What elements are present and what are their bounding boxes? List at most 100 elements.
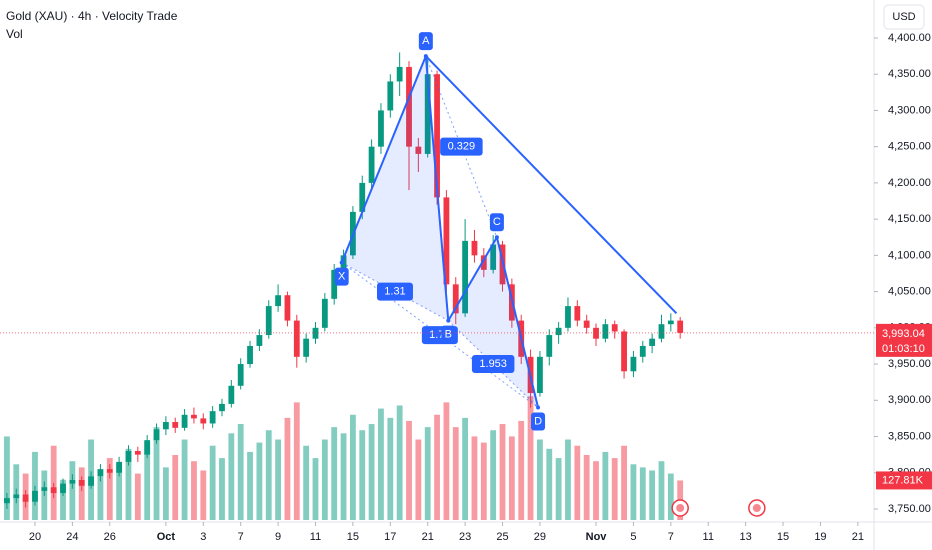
volume-bar bbox=[387, 417, 394, 520]
x-tick-label: 21 bbox=[422, 531, 434, 543]
volume-bar bbox=[162, 467, 169, 520]
last-price-box bbox=[876, 323, 932, 357]
point-box bbox=[334, 267, 349, 286]
volume-bar bbox=[256, 442, 263, 520]
volume-bar bbox=[144, 442, 151, 520]
candle-body bbox=[546, 335, 553, 357]
candle-body bbox=[639, 345, 646, 357]
x-tick-label: 24 bbox=[66, 531, 78, 543]
volume-bar bbox=[200, 470, 207, 520]
pattern-leg bbox=[447, 236, 498, 322]
ratio-box bbox=[471, 355, 515, 374]
volume-bar bbox=[50, 445, 57, 520]
currency-button[interactable] bbox=[883, 4, 925, 30]
candle-body bbox=[293, 320, 300, 357]
x-tick-label: Nov bbox=[586, 531, 608, 543]
volume-bar bbox=[499, 424, 506, 520]
volume-bar bbox=[378, 408, 384, 520]
volume-bar bbox=[396, 405, 403, 520]
pattern-point bbox=[339, 260, 344, 265]
x-tick-label: 20 bbox=[29, 531, 41, 543]
volume-bar bbox=[191, 461, 197, 520]
candle-body bbox=[583, 320, 590, 328]
candle-body bbox=[611, 324, 618, 332]
candle-body bbox=[396, 66, 403, 82]
candle-body bbox=[153, 429, 160, 441]
x-tick-label: 15 bbox=[777, 531, 789, 543]
x-tick-label: 3 bbox=[200, 531, 206, 543]
candle-body bbox=[125, 451, 132, 462]
volume-bar bbox=[97, 476, 104, 520]
candle-body bbox=[415, 146, 422, 154]
volume-bar bbox=[593, 461, 599, 520]
candle-body bbox=[378, 110, 384, 147]
volume-bar bbox=[209, 445, 216, 520]
candle-body bbox=[424, 74, 431, 154]
pattern-point bbox=[446, 318, 451, 323]
candle-body bbox=[667, 320, 674, 325]
x-tick-label: 17 bbox=[384, 531, 396, 543]
candle-body bbox=[106, 469, 113, 473]
candle-body bbox=[621, 331, 627, 372]
x-tick-label: 25 bbox=[496, 531, 508, 543]
volume-bar bbox=[116, 464, 123, 520]
chart-title: Gold (XAU) · 4h · Velocity Trade bbox=[6, 9, 178, 23]
candle-body bbox=[181, 414, 188, 428]
candle-body bbox=[593, 327, 599, 339]
x-tick-label: 7 bbox=[668, 531, 674, 543]
volume-bar bbox=[125, 448, 132, 520]
volume-bar bbox=[406, 420, 412, 520]
volume-bar bbox=[621, 445, 627, 520]
volume-bar bbox=[518, 420, 525, 520]
volume-bar bbox=[555, 458, 562, 520]
candle-body bbox=[60, 483, 66, 494]
ratio-label: 0.329 bbox=[448, 141, 476, 153]
x-tick-label: 13 bbox=[740, 531, 752, 543]
volume-bar bbox=[508, 436, 515, 520]
volume-bar bbox=[368, 424, 375, 520]
candle-body bbox=[228, 385, 235, 404]
candle-body bbox=[331, 269, 338, 299]
candle-body bbox=[265, 306, 272, 336]
point-box bbox=[489, 213, 504, 232]
candle-body bbox=[649, 338, 656, 346]
candle-body bbox=[406, 66, 412, 147]
volume-bar bbox=[462, 417, 469, 520]
candle-body bbox=[321, 298, 328, 328]
candle-body bbox=[78, 480, 85, 486]
candle-body bbox=[237, 364, 244, 386]
candle-body bbox=[490, 244, 497, 270]
volume-bar bbox=[275, 439, 281, 520]
volume-bar bbox=[69, 461, 76, 520]
ratio-line bbox=[447, 320, 539, 408]
y-tick-label: 3,900.00 bbox=[888, 394, 931, 406]
candle-body bbox=[191, 414, 197, 419]
volume-bar bbox=[527, 396, 534, 520]
volume-bar bbox=[312, 458, 319, 520]
candle-body bbox=[162, 422, 169, 430]
candle-body bbox=[256, 335, 263, 346]
candle-body bbox=[387, 81, 394, 111]
y-tick-label: 4,200.00 bbox=[888, 177, 931, 189]
candle-body bbox=[32, 490, 38, 502]
x-tick-label: 19 bbox=[814, 531, 826, 543]
volume-title: Vol bbox=[6, 27, 23, 41]
y-tick-label: 4,250.00 bbox=[888, 141, 931, 153]
volume-bar bbox=[583, 455, 590, 520]
candle-body bbox=[434, 74, 440, 198]
y-tick-label: 4,150.00 bbox=[888, 213, 931, 225]
trendline bbox=[425, 55, 678, 315]
pattern-leg bbox=[340, 55, 427, 263]
point-box bbox=[531, 412, 546, 431]
pattern-leg bbox=[424, 56, 450, 321]
y-tick-label: 3,950.00 bbox=[888, 358, 931, 370]
candle-body bbox=[284, 295, 291, 321]
volume-bar bbox=[331, 427, 338, 520]
candle-body bbox=[462, 240, 469, 314]
x-tick-label: 9 bbox=[275, 531, 281, 543]
candle-body bbox=[209, 411, 216, 424]
volume-bar bbox=[350, 414, 356, 520]
candle-body bbox=[4, 498, 10, 504]
currency[interactable]: USD bbox=[892, 11, 915, 23]
